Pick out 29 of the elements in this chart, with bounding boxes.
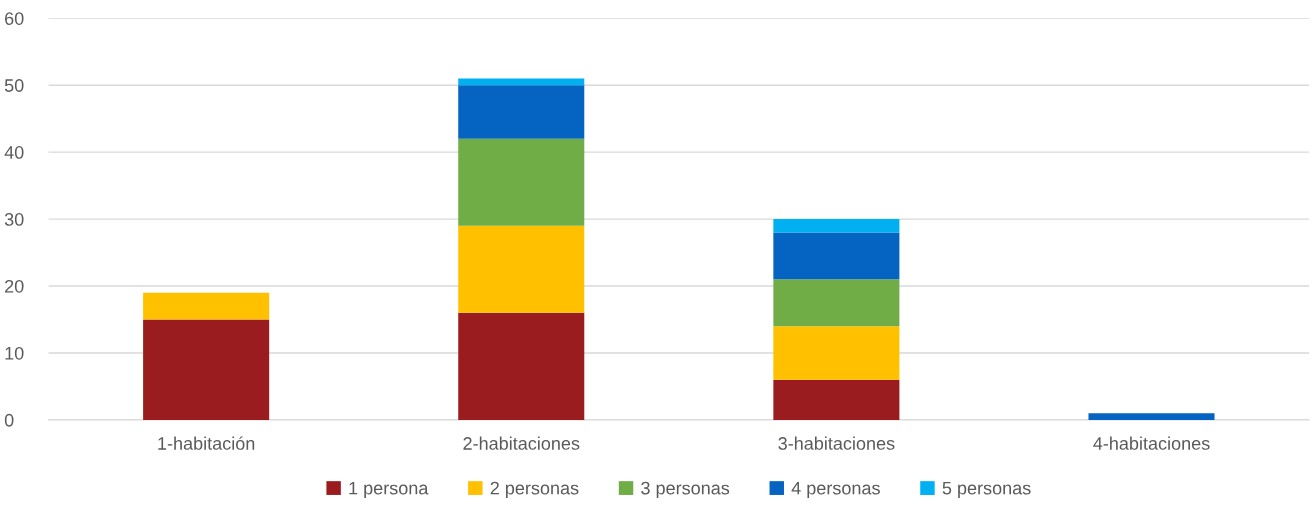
x-tick-label: 2-habitaciones <box>463 436 580 450</box>
y-tick-label: 20 <box>5 279 24 293</box>
x-tick-label: 3-habitaciones <box>778 436 895 450</box>
legend-label: 5 personas <box>942 481 1031 499</box>
y-tick-label: 30 <box>4 213 24 226</box>
bar <box>773 326 900 380</box>
y-tick-label: 10 <box>5 346 24 360</box>
bar <box>773 219 900 233</box>
x-tick-label: 4-habitaciones <box>1093 436 1210 450</box>
x-tick-label: 1-habitación <box>158 436 255 450</box>
bar <box>143 319 270 420</box>
bar <box>458 312 585 420</box>
y-tick-label: 60 <box>5 12 24 25</box>
y-tick-label: 50 <box>4 79 24 92</box>
bar <box>773 379 900 420</box>
y-tick-label: 40 <box>4 146 24 159</box>
legend-label: 1 persona <box>349 481 429 499</box>
bar <box>458 85 585 139</box>
bar <box>773 232 900 280</box>
legend-label: 2 personas <box>490 481 579 499</box>
bar <box>458 138 585 226</box>
legend-label: 4 personas <box>791 481 880 499</box>
legend-label: 3 personas <box>641 481 730 499</box>
bar <box>458 78 585 86</box>
bar <box>458 225 585 313</box>
bar <box>1088 413 1215 420</box>
bar <box>143 292 270 320</box>
bar <box>773 279 900 327</box>
y-tick-label: 0 <box>4 413 14 427</box>
